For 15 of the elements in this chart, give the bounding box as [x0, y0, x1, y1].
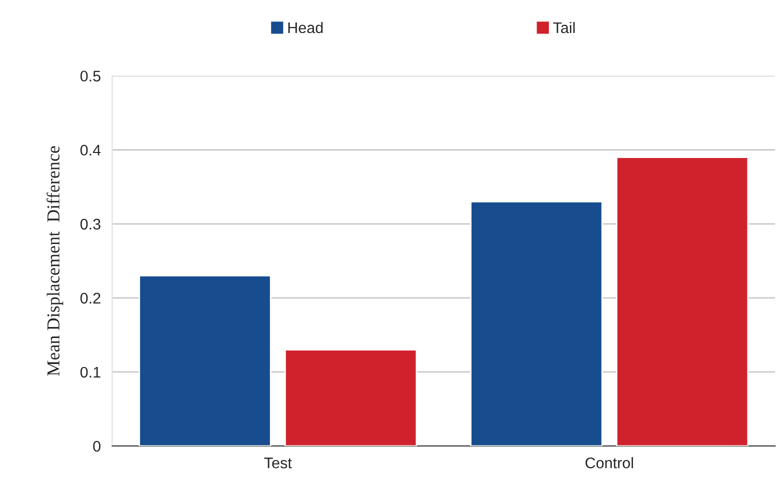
y-tick-label: 0.2	[80, 292, 100, 304]
bar	[470, 201, 603, 446]
bar	[284, 349, 418, 446]
legend-label: Head	[288, 22, 323, 34]
legend-label: Tail	[553, 22, 575, 34]
y-tick-label: 0.5	[80, 70, 100, 82]
y-tick-label: 0.4	[80, 144, 101, 156]
x-tick-label: Control	[586, 457, 633, 468]
y-tick-label: 0.1	[80, 366, 100, 378]
y-axis-title: Mean Displacement Difference	[46, 146, 64, 376]
y-tick-label: 0.3	[80, 218, 100, 230]
bar	[138, 275, 272, 446]
y-tick-label: 0	[93, 440, 100, 452]
x-tick-label: Test	[264, 458, 292, 468]
bar	[616, 156, 749, 446]
